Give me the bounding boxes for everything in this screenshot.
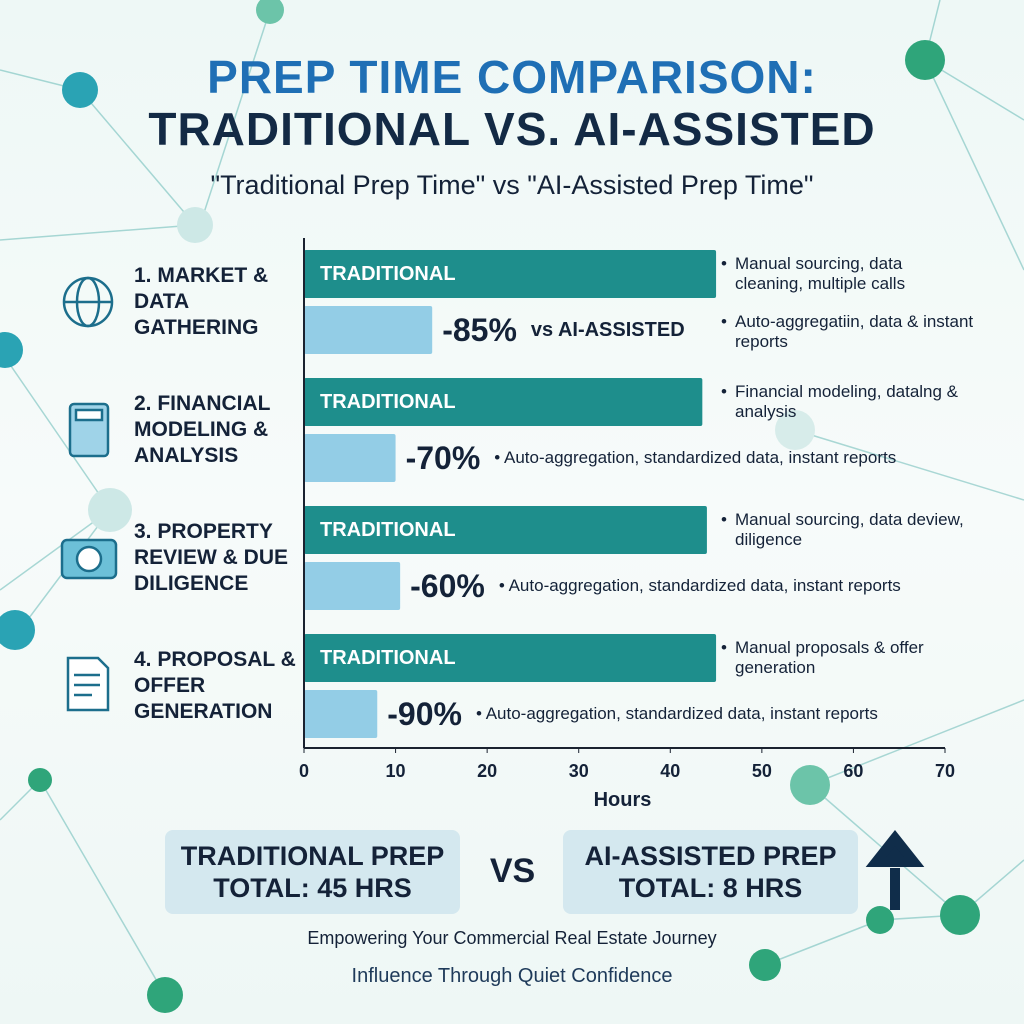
total-line: TOTAL: 45 HRS (213, 873, 412, 903)
vs-label: VS (489, 852, 536, 890)
ai-tag: vs AI-ASSISTED (530, 318, 685, 341)
ai-note: Auto-aggregation, standardized data, ins… (499, 576, 901, 596)
traditional-note: Manual sourcing, data deview, diligence (721, 510, 975, 550)
bar-label: TRADITIONAL (320, 518, 456, 541)
total-box: AI-ASSISTED PREP TOTAL: 8 HRS (563, 830, 858, 914)
x-tick-label: 10 (386, 761, 406, 781)
reduction-label: -60% (410, 567, 485, 604)
bar (304, 250, 717, 298)
bar (304, 506, 707, 554)
ai-note: Auto-aggregatiin, data & instant reports (721, 312, 975, 352)
footer-text: Influence Through Quiet Confidence (351, 965, 673, 987)
footer-text: Empowering Your Commercial Real Estate J… (307, 928, 717, 948)
network-nodes (0, 0, 980, 1013)
ai-row-label: -90% Auto-aggregation, standardized data,… (387, 690, 878, 738)
x-tick-label: 30 (569, 761, 589, 781)
category-label: 1. MARKET & DATA GATHERING (134, 264, 269, 339)
chart-title: PREP TIME COMPARISON: (207, 51, 817, 103)
x-axis-label: Hours (594, 789, 652, 811)
bar-label: TRADITIONAL (320, 646, 456, 669)
ai-note: Auto-aggregation, standardized data, ins… (494, 448, 896, 468)
bar-label: TRADITIONAL (320, 390, 456, 413)
x-tick-label: 60 (843, 761, 863, 781)
reduction-label: -90% (387, 695, 462, 732)
total-line: TRADITIONAL PREP (180, 841, 445, 871)
category-label: 3. PROPERTY REVIEW & DUE DILIGENCE (134, 520, 289, 595)
chart-title: TRADITIONAL VS. AI-ASSISTED (148, 103, 876, 155)
traditional-note: Manual proposals & offer generation (721, 638, 975, 678)
category-label: 2. FINANCIAL MODELING & ANALYSIS (134, 392, 271, 467)
total-line: TOTAL: 8 HRS (618, 873, 803, 903)
x-tick-label: 50 (752, 761, 772, 781)
ai-row-label: -70% Auto-aggregation, standardized data,… (406, 434, 897, 482)
bar (304, 690, 378, 738)
ai-row-label: -60% Auto-aggregation, standardized data,… (410, 562, 901, 610)
traditional-note: Financial modeling, datalng & analysis (721, 382, 975, 422)
ai-note: Auto-aggregation, standardized data, ins… (476, 704, 878, 724)
reduction-label: -70% (405, 439, 481, 476)
total-box: TRADITIONAL PREP TOTAL: 45 HRS (165, 830, 460, 914)
bar-label: TRADITIONAL (320, 262, 456, 285)
arrow-icon (865, 829, 925, 910)
ai-row-label: -85% vs AI-ASSISTED (442, 306, 684, 354)
bar (304, 378, 703, 426)
x-tick-label: 0 (299, 761, 309, 781)
total-line: AI-ASSISTED PREP (584, 841, 837, 871)
bar (304, 562, 401, 610)
subtitle: "Traditional Prep Time" vs "AI-Assisted … (210, 170, 814, 200)
category-icons (60, 276, 118, 712)
traditional-note: Manual sourcing, data cleaning, multiple… (721, 254, 975, 294)
x-tick-label: 20 (477, 761, 497, 781)
bar (304, 306, 433, 354)
bar (304, 434, 396, 482)
category-label: 4. PROPOSAL & OFFER GENERATION (134, 648, 296, 723)
reduction-label: -85% (442, 311, 517, 348)
bar (304, 634, 717, 682)
x-tick-label: 40 (660, 761, 680, 781)
x-tick-label: 70 (935, 761, 955, 781)
